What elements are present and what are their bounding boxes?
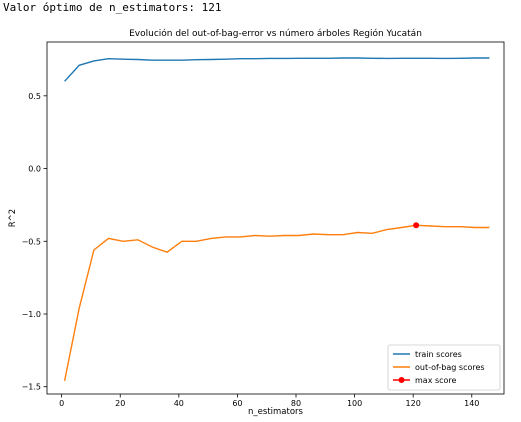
y-axis-label: R^2 [8, 209, 18, 227]
y-tick-label: −1.0 [22, 310, 41, 319]
x-tick-label: 20 [115, 399, 125, 408]
x-tick-label: 120 [406, 399, 421, 408]
console-output-line: Valor óptimo de n_estimators: 121 [3, 1, 222, 14]
x-tick-label: 140 [464, 399, 479, 408]
axis-ticks: 0 20 40 60 80 100 120 140 −1.5 −1.0 −0.5 0.0 0.5 [22, 92, 480, 408]
legend: train scores out-of-bag scores max score [387, 344, 501, 391]
x-tick-label: 60 [232, 399, 242, 408]
series-lines [63, 57, 490, 382]
legend-box [387, 344, 501, 391]
legend-max-label: max score [415, 376, 457, 385]
x-tick-label: 80 [291, 399, 301, 408]
y-tick-label: 0.5 [28, 92, 41, 101]
plot-frame [46, 41, 505, 395]
y-tick-label: 0.0 [28, 165, 41, 174]
x-tick-label: 40 [174, 399, 184, 408]
y-tick-label: −1.5 [22, 383, 41, 392]
max-score-point [413, 222, 420, 229]
x-tick-label: 0 [59, 399, 64, 408]
x-tick-label: 100 [347, 399, 362, 408]
chart-title: Evolución del out-of-bag-error vs número… [129, 28, 422, 39]
train-scores-line [64, 57, 490, 82]
legend-train-label: train scores [415, 350, 462, 359]
y-tick-label: −0.5 [22, 237, 41, 246]
x-axis-label: n_estimators [248, 407, 304, 417]
legend-oob-label: out-of-bag scores [415, 363, 485, 372]
legend-max-marker [398, 377, 405, 383]
